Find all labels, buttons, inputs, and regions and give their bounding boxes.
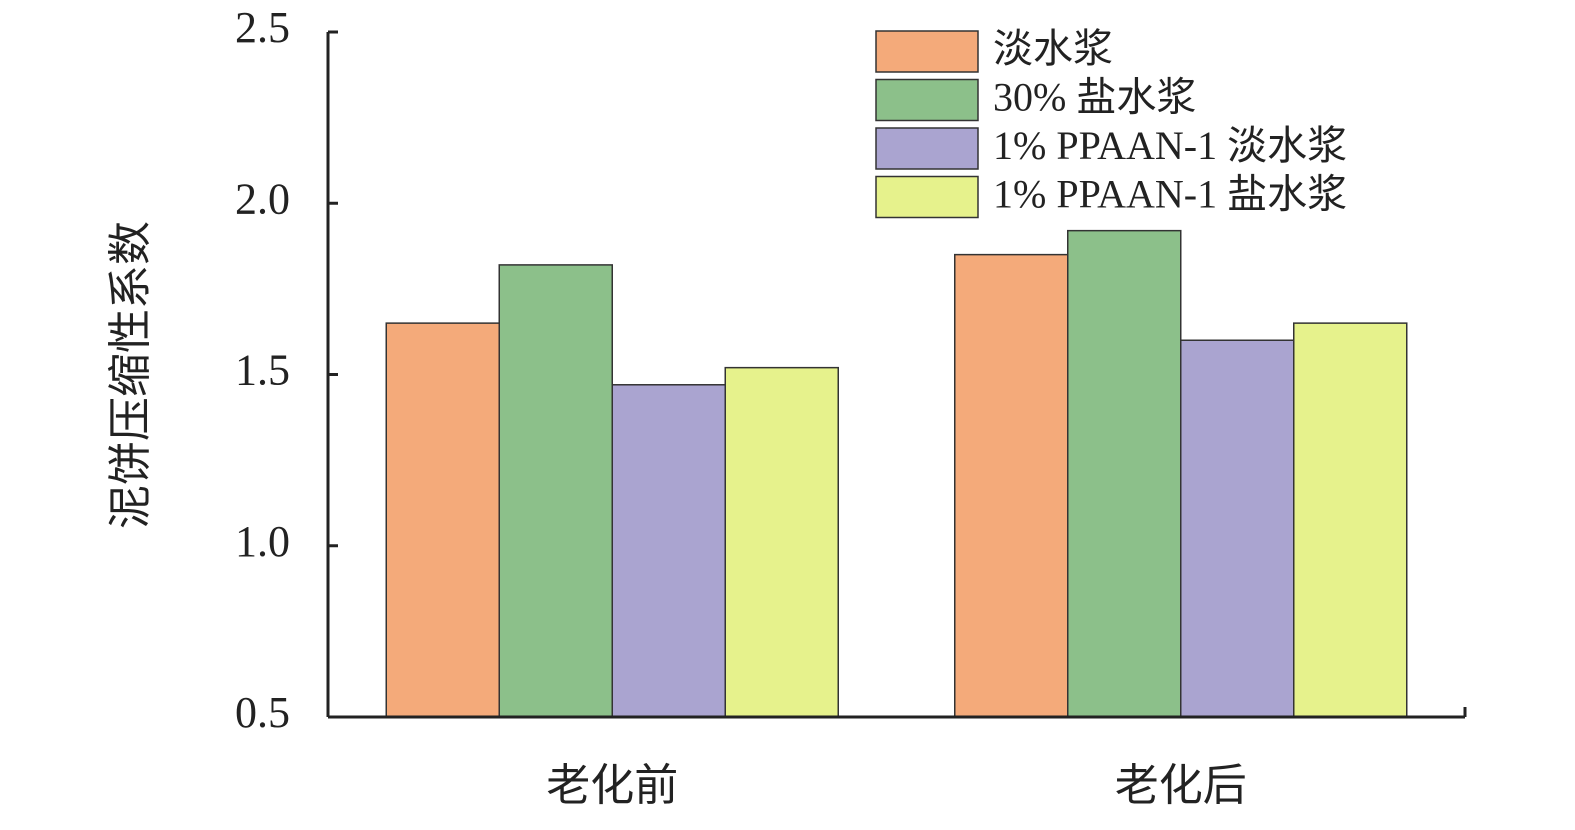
x-tick-label: 老化后 (1115, 761, 1247, 810)
y-axis-title: 泥饼压缩性系数 (106, 221, 155, 529)
y-tick-label: 2.0 (235, 174, 290, 223)
bar (385, 322, 500, 718)
legend-label: 30% 盐水浆 (993, 75, 1196, 120)
legend-swatch (875, 78, 979, 122)
bar (498, 264, 613, 718)
legend-swatch (875, 175, 979, 219)
y-tick-label: 1.5 (235, 346, 290, 395)
bar (1180, 339, 1295, 718)
legend-swatch (875, 127, 979, 170)
bar (724, 366, 839, 718)
y-tick-label: 1.0 (235, 517, 290, 566)
legend-label: 1% PPAAN-1 盐水浆 (993, 172, 1347, 217)
y-tick-label: 2.5 (235, 3, 290, 52)
y-tick-label: 0.5 (235, 688, 290, 737)
legend-label: 淡水浆 (993, 26, 1113, 71)
bar (1293, 322, 1408, 718)
bar (611, 384, 726, 718)
legend-swatch (875, 30, 979, 73)
x-tick-label: 老化前 (546, 761, 678, 810)
bar (1067, 229, 1182, 718)
legend-label: 1% PPAAN-1 淡水浆 (993, 123, 1347, 168)
bar (954, 253, 1069, 718)
